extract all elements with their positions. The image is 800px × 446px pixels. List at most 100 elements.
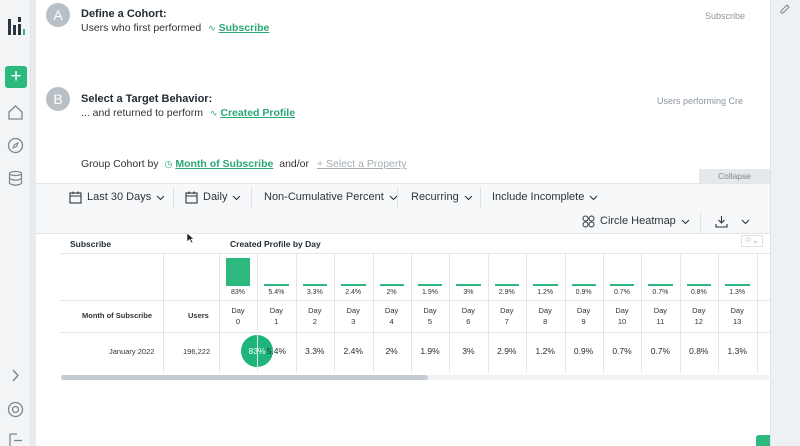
month-column-header: Month of Subscribe [82,311,152,320]
chevron-down-icon [389,195,398,200]
day-total-bar[interactable] [725,284,750,286]
day-total-bar[interactable] [533,284,558,286]
heatmap-cell[interactable]: 1.2% [535,346,555,356]
day-total-bar[interactable] [494,284,520,286]
column-divider [679,253,681,372]
cohort-section-title: Define a Cohort: [81,8,167,20]
right-rail [770,0,800,446]
day-total-bar[interactable] [341,284,366,286]
day-column-header: Day 11 [653,306,668,326]
create-new-button[interactable]: + [5,66,27,88]
home-icon[interactable] [7,104,24,121]
heatmap-cell[interactable]: 0.9% [573,346,594,356]
view-dropdown[interactable]: Circle Heatmap [582,214,690,228]
expand-sidebar-icon[interactable] [7,367,24,384]
group-property-selector[interactable]: Month of Subscribe [175,158,274,170]
export-dropdown[interactable] [715,214,750,228]
horizontal-scrollbar-thumb[interactable] [61,375,428,380]
day-column-header: Day 2 [308,306,322,326]
cohort-summary-label: Subscribe [705,11,746,21]
group-prefix: Group Cohort by [81,158,159,170]
day-total-bar[interactable] [264,284,289,286]
heatmap-cell[interactable]: 3% [462,346,475,356]
day-column-header: Day 10 [615,306,629,326]
day-total-label: 2.9% [498,289,515,296]
day-total-bar[interactable] [610,284,635,286]
cohort-event-selector[interactable]: Subscribe [218,22,270,34]
mode-dropdown[interactable]: Recurring [411,190,473,204]
heatmap-cell[interactable]: 1.3% [727,346,747,356]
divider [219,253,220,372]
divider [60,300,770,301]
chevron-down-icon [681,219,690,224]
left-sidebar: + [0,0,31,446]
logout-icon[interactable] [7,432,24,446]
calendar-repeat-icon [185,191,198,204]
day-total-bar[interactable] [686,284,712,286]
day-total-bar[interactable] [571,284,596,286]
collapse-button[interactable]: Collapse [699,169,770,183]
help-lifebuoy-icon[interactable] [7,401,24,418]
metric-dropdown[interactable]: Non-Cumulative Percent [264,190,398,204]
day-total-bar[interactable] [418,284,443,286]
column-divider [603,253,604,372]
heatmap-cell[interactable]: 2.4% [343,346,363,356]
cohort-description: Users who first performed ∿ Subscribe [81,22,269,34]
heatmap-cell[interactable]: 5.4% [266,346,287,356]
interval-label: Daily [203,191,228,203]
day-total-bar[interactable] [226,258,251,286]
target-section-title: Select a Target Behavior: [81,93,213,105]
day-total-label: 3.3% [306,289,323,296]
heatmap-cell[interactable]: 2% [385,346,398,356]
date-range-dropdown[interactable]: Last 30 Days [69,190,165,204]
day-total-label: 0.7% [614,289,630,296]
day-column-header: Day 9 [576,306,591,326]
step-b-badge: B [46,87,70,111]
query-builder-panel: A Define a Cohort: Users who first perfo… [36,0,800,446]
heatmap-cell[interactable]: 3.3% [305,346,325,356]
column-divider [295,253,297,372]
column-divider [257,253,259,372]
interval-dropdown[interactable]: Daily [185,190,241,204]
heatmap-cell[interactable]: 0.7% [612,346,632,356]
column-divider [334,253,336,372]
app-logo-icon[interactable] [8,17,25,35]
add-property-link[interactable]: + Select a Property [316,158,407,170]
day-total-label: 5.4% [268,289,285,296]
heatmap-cell[interactable]: 0.8% [689,346,709,356]
day-column-header: Day 6 [461,306,476,326]
column-divider [564,253,566,372]
day-total-label: 0.8% [690,289,707,296]
day-total-bar[interactable] [379,284,404,286]
heatmap-cell[interactable]: 1.9% [420,346,440,356]
day-column-header: Day 1 [269,306,284,326]
step-a-badge: A [46,3,70,27]
chevron-down-icon [589,195,598,200]
circle-grid-icon [582,215,595,227]
day-total-bar[interactable] [302,284,328,286]
chevron-down-icon [464,195,473,200]
incomplete-dropdown[interactable]: Include Incomplete [492,190,598,204]
target-summary-label: Users performing Crea [657,96,743,106]
compass-icon[interactable] [7,137,24,154]
edit-icon[interactable] [779,3,791,15]
column-divider [449,253,451,372]
flag-menu-icon[interactable]: ⚐⌄ [741,235,763,247]
heatmap-cell[interactable]: 0.7% [650,346,671,356]
event-pulse-icon: ∿ [208,23,216,33]
heatmap-circle-day-0[interactable]: 83% [241,335,273,367]
column-divider [526,253,528,372]
day-total-label: 2.4% [345,289,362,296]
target-event-selector[interactable]: Created Profile [220,107,296,119]
day-total-bar[interactable] [648,284,673,286]
day-total-label: 0.9% [575,289,592,296]
retention-table: Subscribe Created Profile by Day ⚐⌄ Mont… [60,234,770,384]
day-total-label: 1.2% [537,289,554,296]
heatmap-cell[interactable]: 2.9% [497,346,517,356]
toolbar-divider [251,187,252,209]
day-total-label: 3% [463,289,474,296]
database-icon[interactable] [7,170,24,187]
day-total-bar[interactable] [456,284,481,286]
target-prefix: ... and returned to perform [81,107,203,119]
